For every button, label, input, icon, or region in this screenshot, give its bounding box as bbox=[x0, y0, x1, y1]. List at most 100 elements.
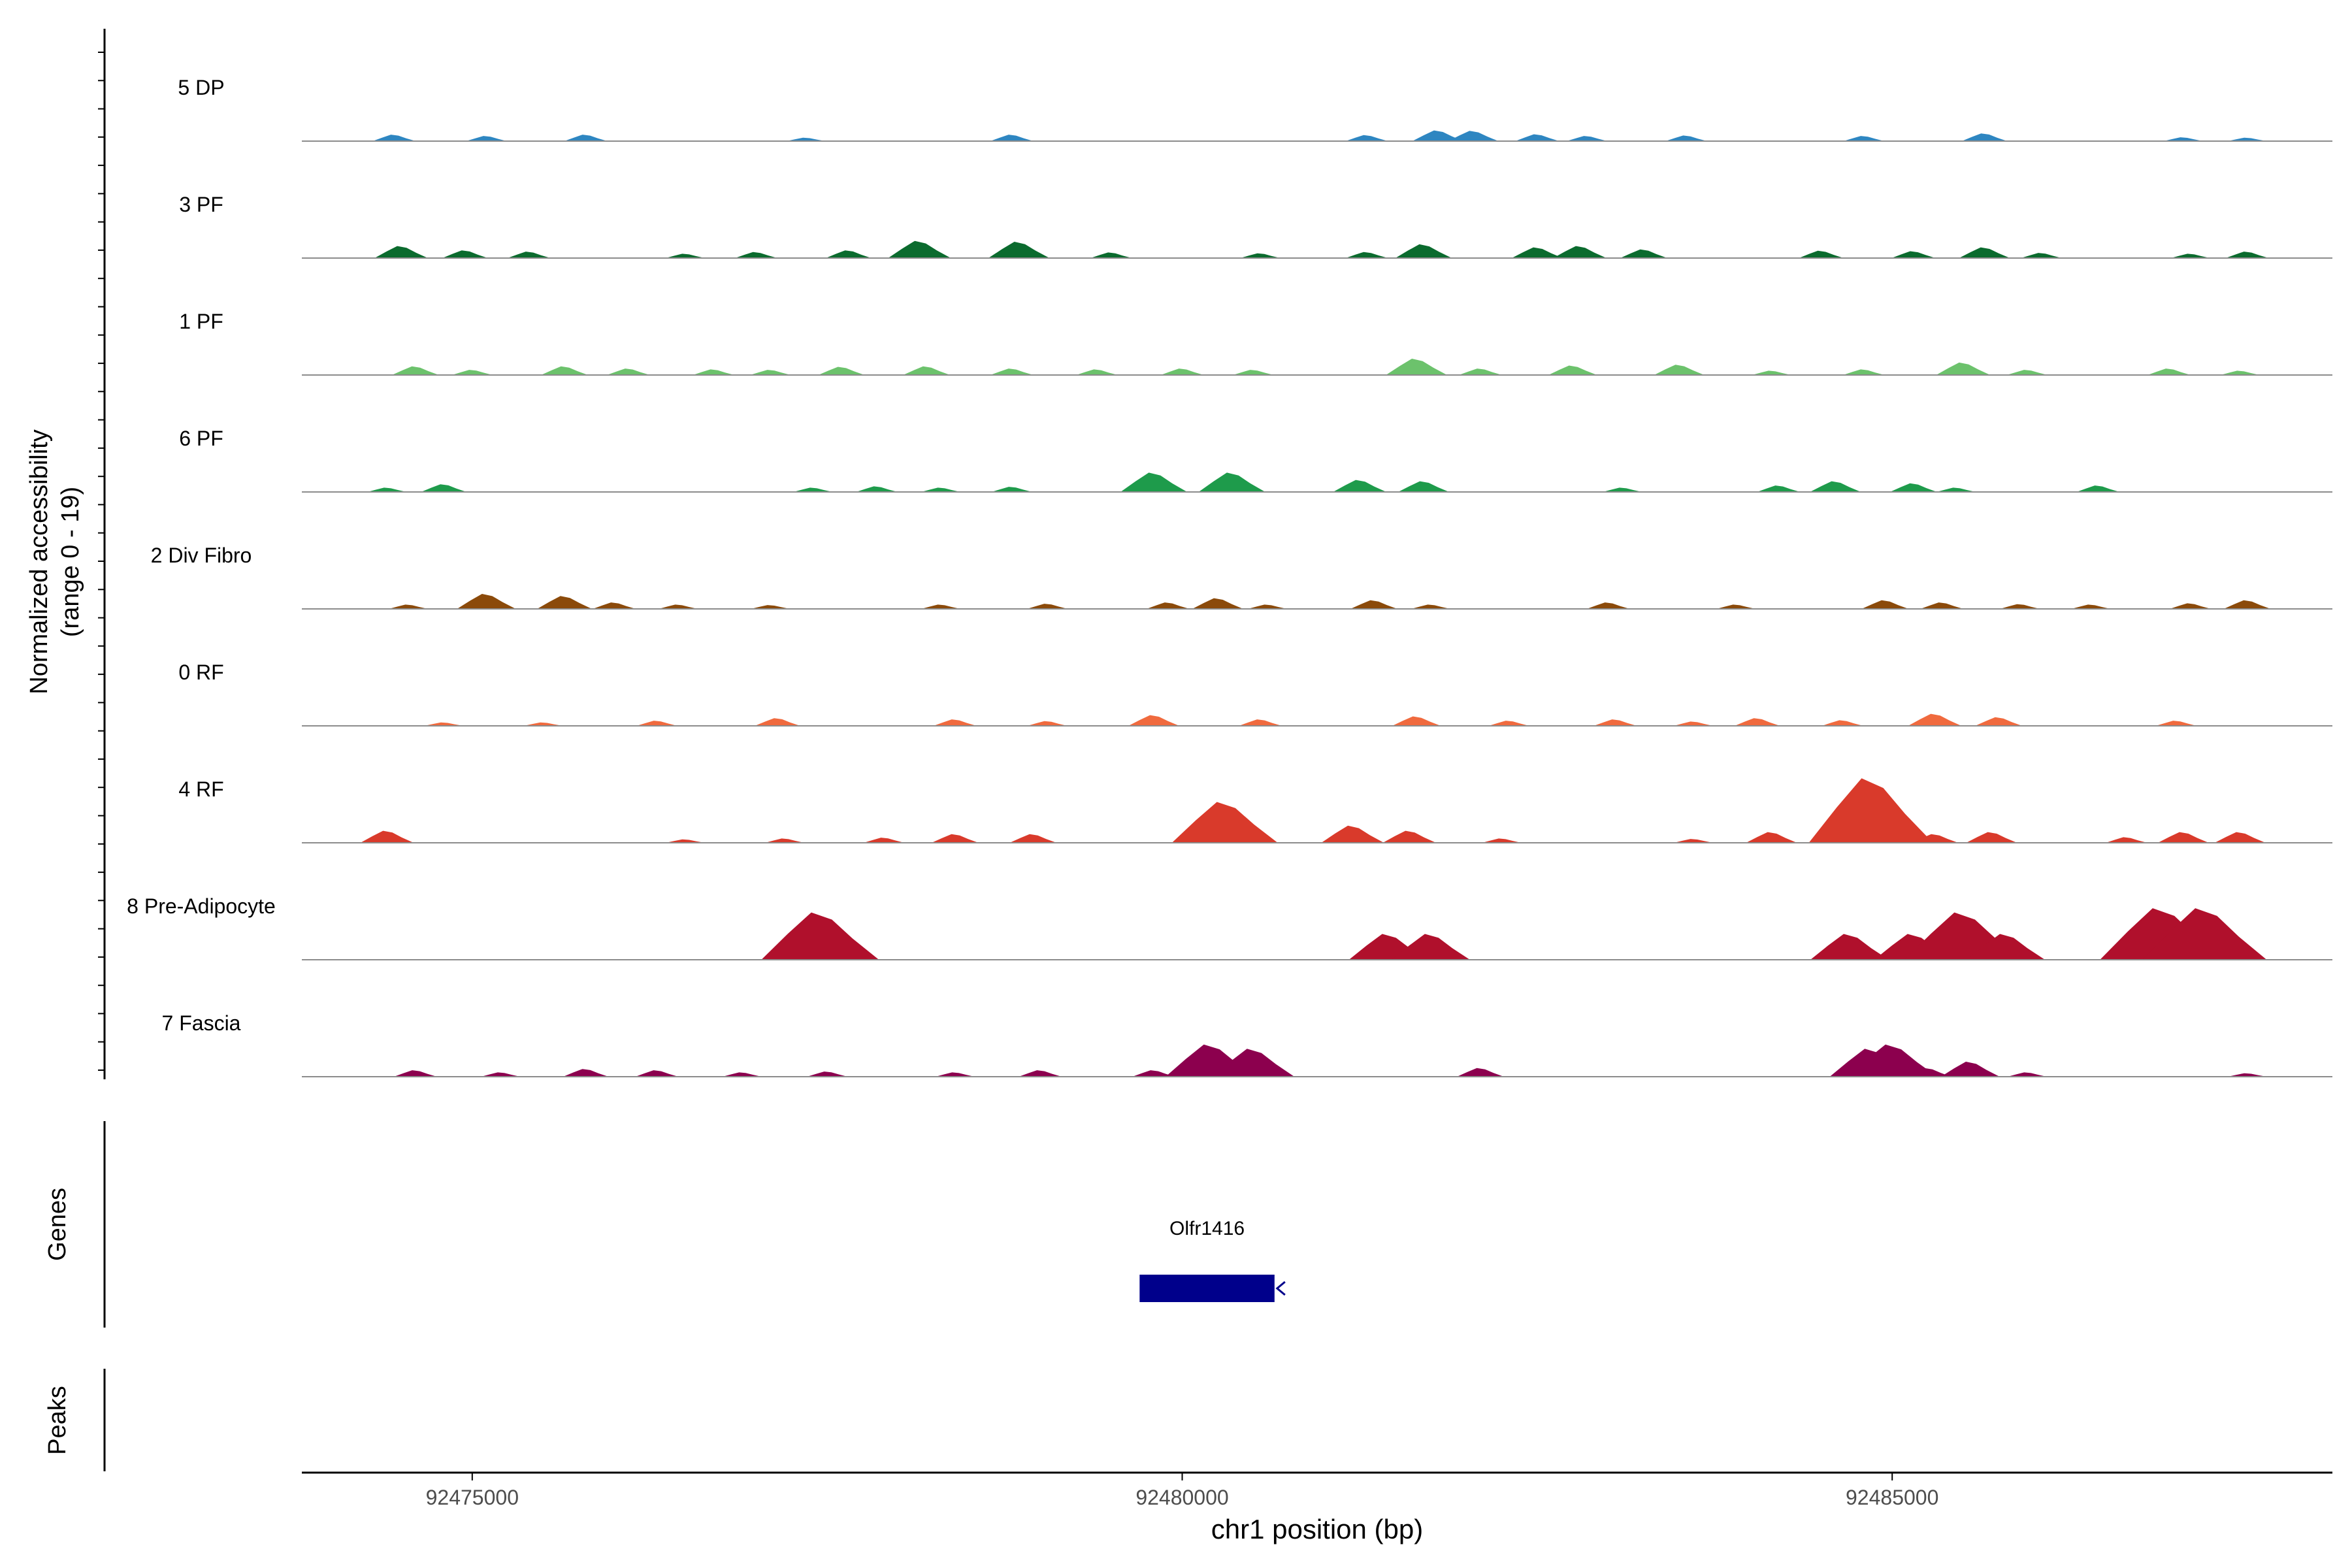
coverage-peak bbox=[1345, 252, 1388, 258]
coverage-peak bbox=[374, 246, 428, 258]
coverage-peak bbox=[1821, 720, 1863, 726]
coverage-peak bbox=[1593, 719, 1637, 726]
coverage-peak bbox=[1799, 250, 1844, 258]
coverage-peak bbox=[903, 366, 951, 375]
genes-label: Genes bbox=[44, 1188, 71, 1261]
coverage-peak bbox=[1891, 251, 1936, 258]
coverage-peak bbox=[367, 487, 407, 492]
track-label: 3 PF bbox=[179, 193, 223, 216]
coverage-peak bbox=[606, 368, 650, 375]
coverage-peak bbox=[1160, 368, 1204, 375]
track-label: 4 RF bbox=[178, 777, 223, 801]
coverage-peak bbox=[722, 1072, 762, 1077]
coverage-peak bbox=[931, 834, 979, 843]
coverage-peak bbox=[1198, 472, 1266, 492]
coverage-peak bbox=[1674, 721, 1713, 726]
coverage-peak bbox=[1936, 362, 1991, 375]
coverage-peak bbox=[1810, 934, 1889, 960]
coverage-peak bbox=[755, 718, 800, 726]
coverage-peak bbox=[665, 839, 705, 843]
coverage-peak bbox=[1448, 131, 1499, 141]
coverage-peak bbox=[2227, 137, 2267, 141]
coverage-peak bbox=[933, 719, 977, 726]
coverage-peak bbox=[537, 596, 593, 609]
coverage-peak bbox=[1488, 721, 1529, 726]
coverage-peak bbox=[1620, 249, 1667, 258]
coverage-peak bbox=[2142, 908, 2267, 960]
coverage-peak bbox=[1515, 134, 1560, 141]
coverage-peak bbox=[1586, 602, 1630, 609]
coverage-peak bbox=[1889, 483, 1937, 492]
coverage-peak bbox=[1382, 830, 1437, 843]
coverage-peak bbox=[1239, 719, 1282, 726]
coverage-peak bbox=[1566, 136, 1608, 141]
gene-items: Olfr1416 bbox=[1139, 1218, 1286, 1302]
coverage-peak bbox=[1027, 721, 1068, 726]
coverage-peak bbox=[751, 605, 791, 609]
coverage-peak bbox=[1240, 253, 1281, 258]
coverage-peak bbox=[2169, 603, 2212, 609]
coverage-peak bbox=[765, 838, 804, 843]
coverage-peak bbox=[1411, 604, 1450, 609]
coverage-peak bbox=[1212, 1049, 1295, 1077]
coverage-peak bbox=[1233, 370, 1274, 375]
coverage-peak bbox=[360, 830, 414, 843]
coverage-peak bbox=[1967, 934, 2046, 960]
track-2-div-fibro: 2 Div Fibro bbox=[151, 544, 2332, 610]
coverage-peak bbox=[1386, 359, 1447, 375]
coverage-tracks: 5 DP 3 PF 1 PF 6 PF 2 Div Fibro 0 RF 4 RF 8 Pre… bbox=[127, 76, 2332, 1077]
coverage-peak bbox=[991, 487, 1032, 492]
track-6-pf: 6 PF bbox=[179, 427, 2332, 493]
coverage-peak bbox=[523, 722, 563, 726]
coverage-peak bbox=[1975, 717, 2023, 726]
coverage-peak bbox=[541, 366, 589, 375]
coverage-peak bbox=[635, 1070, 679, 1077]
coverage-peak bbox=[761, 912, 879, 960]
coverage-peak bbox=[1350, 600, 1397, 609]
coverage-peak bbox=[1090, 252, 1132, 258]
track-label: 5 DP bbox=[178, 76, 224, 99]
coverage-peak bbox=[1752, 370, 1791, 375]
track-8-pre-adipocyte: 8 Pre-Adipocyte bbox=[127, 894, 2332, 960]
x-axis-label: chr1 position (bp) bbox=[1211, 1514, 1424, 1544]
coverage-peak bbox=[888, 240, 951, 258]
coverage-peak bbox=[863, 838, 905, 843]
track-1-pf: 1 PF bbox=[179, 310, 2332, 376]
coverage-peak bbox=[2157, 832, 2209, 843]
peaks-panel: Peaks bbox=[44, 1369, 106, 1471]
coverage-peak bbox=[442, 250, 488, 258]
coverage-peak bbox=[1847, 1044, 1938, 1077]
coverage-peak bbox=[807, 1071, 848, 1077]
coverage-peak bbox=[1076, 369, 1118, 375]
coverage-peak bbox=[2148, 368, 2191, 375]
coverage-peak bbox=[466, 136, 507, 141]
coverage-peak bbox=[1936, 487, 1976, 492]
coverage-peak bbox=[1456, 1068, 1504, 1077]
track-label: 2 Div Fibro bbox=[151, 544, 252, 567]
track-4-rf: 4 RF bbox=[178, 777, 2332, 843]
coverage-peak bbox=[1120, 472, 1188, 492]
coverage-peak bbox=[1412, 130, 1463, 141]
coverage-peak bbox=[2163, 137, 2203, 141]
coverage-peak bbox=[2076, 485, 2120, 492]
coverage-peak bbox=[921, 604, 960, 609]
coverage-peak bbox=[1810, 481, 1861, 492]
coverage-peak bbox=[1843, 369, 1885, 375]
coverage-peak bbox=[1146, 602, 1190, 609]
coverage-peak bbox=[1746, 832, 1797, 843]
coverage-peak bbox=[1966, 832, 2017, 843]
coverage-peak bbox=[990, 135, 1034, 141]
coverage-peak bbox=[1321, 825, 1384, 843]
coverage-peak bbox=[1548, 365, 1597, 375]
coverage-peak bbox=[2000, 604, 2040, 609]
genes-panel: Genes Olfr1416 bbox=[44, 1121, 1286, 1328]
coverage-peak bbox=[2214, 832, 2266, 843]
coverage-peak bbox=[1458, 368, 1502, 375]
x-tick-label: 92480000 bbox=[1135, 1486, 1228, 1509]
coverage-peak bbox=[990, 368, 1034, 375]
coverage-peak bbox=[1940, 1062, 2000, 1077]
position-x-axis: 92475000 92480000 92485000 bbox=[302, 1471, 2332, 1509]
coverage-peak bbox=[481, 1072, 521, 1077]
coverage-peak bbox=[593, 602, 636, 609]
coverage-peak bbox=[1171, 802, 1278, 843]
